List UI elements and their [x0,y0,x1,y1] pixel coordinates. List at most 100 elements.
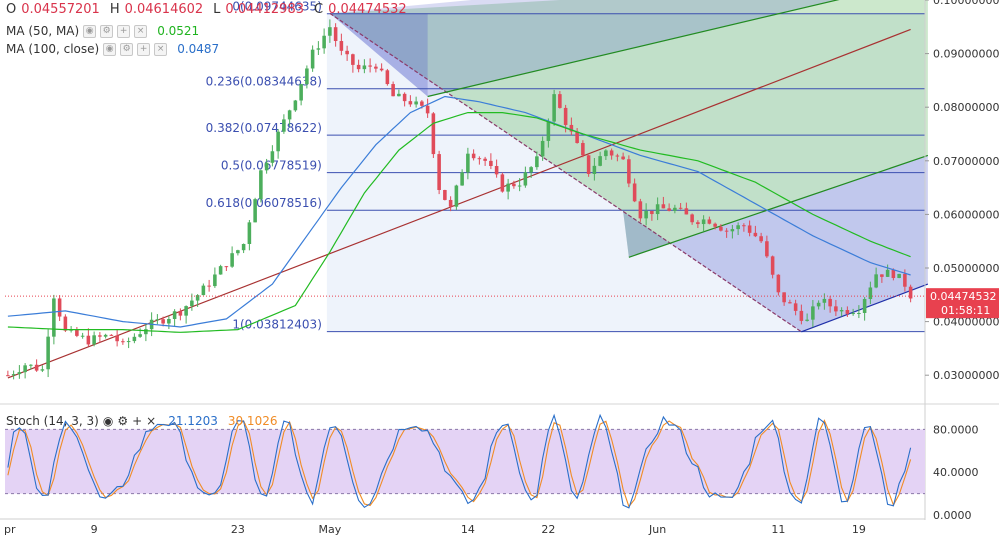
eye-icon[interactable]: ◉ [103,42,117,56]
candle [368,58,372,73]
candle [207,279,211,292]
price-tick-label: 0.10000000 [933,0,999,7]
price-tick-label: 0.03000000 [933,369,999,382]
open-value: 0.04557201 [21,2,100,17]
candle-body [592,165,597,174]
more-icon[interactable]: + [137,42,151,56]
candle-body [282,119,286,132]
candle [17,365,22,379]
candle [586,154,591,177]
candle [713,222,717,230]
candle-body [684,208,689,215]
candle-body [759,236,763,242]
candle-body [604,150,608,157]
low-value: 0.04412983 [225,2,304,17]
time-tick-label: 9 [91,523,98,536]
candle-body [299,84,303,101]
stoch-k-value: 21.1203 [168,414,218,428]
candle [581,140,585,158]
eye-icon[interactable]: ◉ [83,24,97,38]
candle [483,156,487,166]
candle-body [126,341,131,343]
trendline[interactable] [427,0,928,98]
candle [98,332,102,343]
candle-body [908,286,913,299]
candle [23,363,27,379]
settings-icon[interactable]: ⚙ [120,42,134,56]
time-axis[interactable]: pr 9 23 May 14 22 Jun 11 19 [4,523,866,536]
candle [661,196,666,209]
candle [138,328,142,338]
more-icon[interactable]: + [132,414,143,428]
fan-blue-zone-top [329,13,428,97]
current-price-tag [926,288,999,319]
price-axis[interactable]: 0.10000000 0.09000000 0.08000000 0.07000000… [925,0,999,522]
candle-body [816,302,821,307]
candle [34,359,39,372]
candle-body [109,334,114,336]
ma100-value: 0.0487 [177,42,220,56]
candle-body [57,298,62,317]
trendline[interactable] [329,12,802,333]
candle [690,213,694,225]
price-tick-label: 0.06000000 [933,208,999,221]
candle [880,274,884,283]
fan-blue-zone-upper [329,0,837,97]
candle-body [374,66,378,69]
stoch-tick-label: 40.0000 [933,466,979,479]
candle-body [845,310,850,314]
price-pane[interactable]: 0(0.09744635) 0.236(0.08344638) 0.382(0.07… [5,0,929,380]
candle [908,284,913,303]
stoch-pane[interactable] [5,413,925,509]
candles [6,19,913,380]
candle-body [500,174,505,192]
bar-countdown-label: 01:58:11 [941,304,990,317]
candle-body [46,336,50,370]
candle [776,274,781,296]
ma100-legend: MA (100, close) ◉ ⚙ + × 0.0487 [6,42,219,56]
close-icon[interactable]: × [134,24,148,38]
candle [328,19,332,43]
settings-icon[interactable]: ⚙ [117,414,129,428]
candle-body [379,68,384,71]
current-price-label: 0.04474532 [930,290,996,303]
more-icon[interactable]: + [117,24,131,38]
candle-body [897,273,901,279]
candle-body [385,70,390,85]
candle [627,155,631,188]
candle [529,166,533,178]
candle-body [713,223,717,227]
candle-body [868,287,873,300]
low-key: L [213,2,221,17]
candle-body [121,341,125,343]
candle-body [460,172,464,186]
candle-body [506,183,510,192]
candle [862,297,867,321]
time-tick-label: 11 [771,523,785,536]
close-icon[interactable]: × [154,42,168,56]
candle [408,95,413,107]
candle-body [655,204,660,215]
candle [385,68,390,86]
candle-body [11,374,16,376]
candle [701,215,706,232]
trendline[interactable] [628,154,929,258]
candle [115,330,119,347]
settings-icon[interactable]: ⚙ [100,24,114,38]
candle-body [494,166,499,175]
close-icon[interactable]: × [146,414,157,428]
candle-body [431,113,436,155]
candle [425,98,430,118]
candle [437,150,441,195]
candle [144,323,148,342]
candle-body [437,154,441,191]
candle-body [425,105,430,114]
candle [655,197,660,221]
candle [454,184,459,210]
candle [172,309,177,327]
candle-body [190,300,194,307]
candle-body [650,210,654,215]
eye-icon[interactable]: ◉ [102,414,114,428]
candle [598,151,602,167]
